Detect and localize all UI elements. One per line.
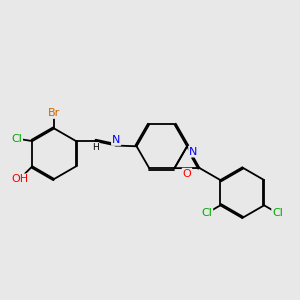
Text: O: O (183, 169, 191, 179)
Text: Cl: Cl (11, 134, 22, 144)
Text: N: N (112, 135, 120, 145)
Text: Cl: Cl (272, 208, 283, 218)
Text: OH: OH (12, 174, 29, 184)
Text: Cl: Cl (201, 208, 212, 218)
Text: Br: Br (48, 108, 60, 118)
Text: H: H (92, 143, 99, 152)
Text: N: N (189, 147, 197, 157)
